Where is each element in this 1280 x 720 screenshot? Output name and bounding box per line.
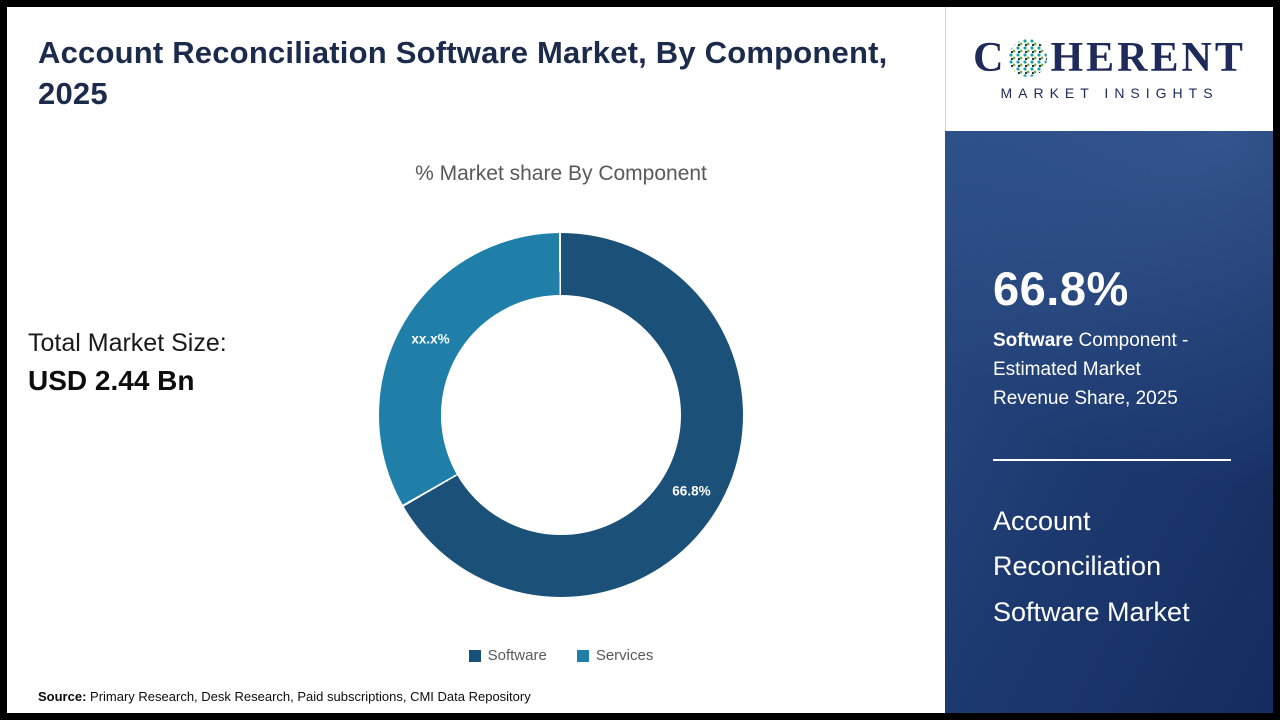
source-label: Source: [38, 689, 87, 704]
globe-icon [1009, 39, 1048, 77]
sidebar: C HERENT MARKET INSIGHTS 66.8% Software … [945, 7, 1273, 713]
legend-swatch [576, 649, 589, 662]
legend-item: Services [576, 647, 654, 664]
donut-label: xx.x% [411, 331, 450, 347]
sidebar-market-title: Account Reconciliation Software Market [993, 506, 1190, 627]
brand-word-end: HERENT [1050, 35, 1246, 81]
total-market-label: Total Market Size: [28, 329, 227, 357]
source-text: Primary Research, Desk Research, Paid su… [86, 689, 531, 704]
brand-tagline: MARKET INSIGHTS [1000, 85, 1219, 101]
chart-subtitle: % Market share By Component [415, 162, 707, 185]
donut-hole [441, 295, 681, 535]
page-frame: Account Reconciliation Software Market, … [7, 7, 1273, 713]
logo-panel: C HERENT MARKET INSIGHTS [945, 7, 1273, 131]
sidebar-stat-desc-bold: Software [993, 330, 1074, 351]
page-title: Account Reconciliation Software Market, … [38, 35, 888, 111]
sidebar-stat-desc-rest: Component - Estimated Market Revenue Sha… [993, 330, 1189, 409]
sidebar-blue-panel: 66.8% Software Component - Estimated Mar… [945, 131, 1273, 713]
sidebar-divider [993, 459, 1231, 461]
sidebar-stat-value: 66.8% [993, 262, 1129, 315]
legend-item: Software [468, 647, 547, 664]
main-panel: Account Reconciliation Software Market, … [7, 7, 945, 713]
source-note: Source: Primary Research, Desk Research,… [38, 689, 531, 704]
brand-logo: C HERENT [973, 37, 1246, 79]
donut-chart-wrap: 66.8% xx.x% [379, 233, 743, 597]
chart-legend: Software Services [191, 647, 931, 664]
brand-word-start: C [973, 35, 1007, 81]
total-market-value: USD 2.44 Bn [28, 365, 195, 397]
legend-swatch [468, 649, 481, 662]
legend-label: Services [595, 647, 654, 664]
donut-label: 66.8% [672, 483, 711, 499]
sidebar-stat-desc: Software Component - Estimated Market Re… [993, 327, 1208, 414]
total-market-block: Total Market Size: USD 2.44 Bn [28, 325, 227, 400]
legend-label: Software [487, 647, 547, 664]
